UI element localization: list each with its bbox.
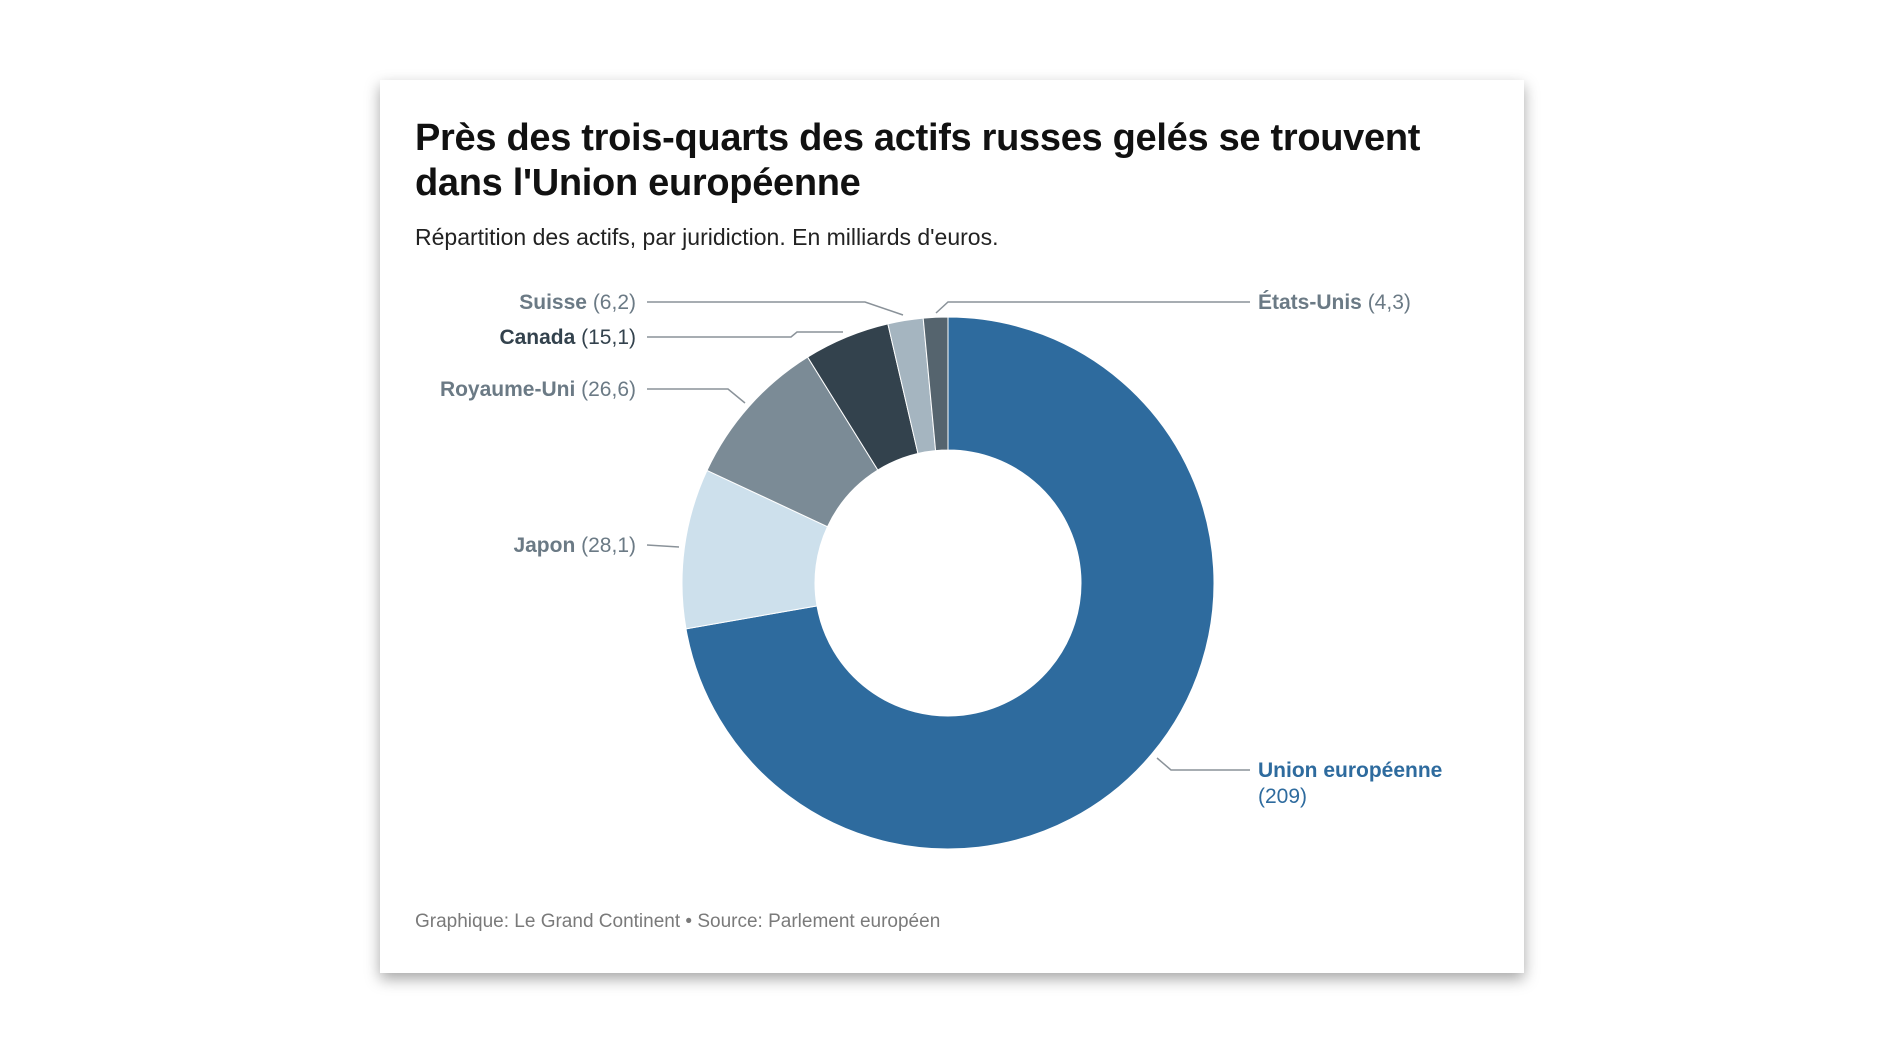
slice-0 [685,316,1215,850]
slice-label-0: Union européenne (209) [1258,759,1442,808]
slice-label-value: (28,1) [575,534,636,557]
slice-label-name: Union européenne [1258,759,1442,782]
slice-label-1: Japon (28,1) [513,534,636,557]
leader-line-5 [935,301,1250,314]
slice-label-value: (4,3) [1362,291,1411,314]
slice-5 [922,316,949,452]
leader-line-1 [646,544,680,548]
leader-line-4 [647,301,904,316]
chart-title: Près des trois-quarts des actifs russes … [415,117,1421,204]
slice-label-value: (209) [1258,785,1307,808]
slice-label-name: Japon [513,534,575,557]
slice-label-2: Royaume-Uni (26,6) [440,378,636,401]
slice-label-value: (26,6) [575,378,636,401]
slice-label-name: Royaume-Uni [440,378,575,401]
slice-label-5: États-Unis (4,3) [1258,291,1411,314]
chart-subtitle: Répartition des actifs, par juridiction.… [415,224,999,250]
slice-label-4: Suisse (6,2) [519,291,636,314]
slice-label-name: Suisse [519,291,587,314]
leader-line-0 [1156,757,1250,771]
leader-line-2 [647,388,746,404]
slice-label-name: Canada [499,326,575,349]
slice-label-value: (15,1) [575,326,636,349]
leader-line-3 [647,331,843,338]
slice-label-name: États-Unis [1258,291,1362,314]
chart-footer: Graphique: Le Grand Continent • Source: … [415,911,941,932]
slice-label-3: Canada (15,1) [499,326,636,349]
slice-label-value: (6,2) [587,291,636,314]
